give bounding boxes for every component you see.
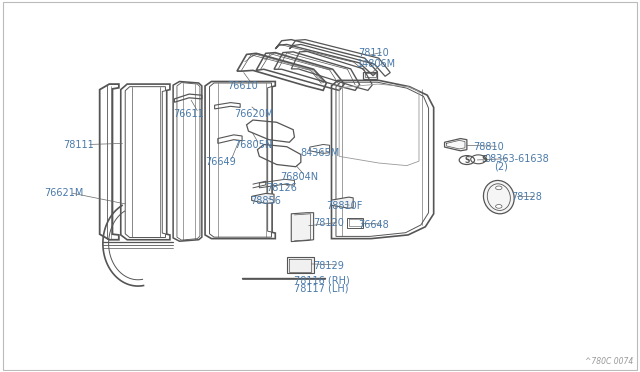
Ellipse shape (483, 180, 514, 214)
Text: 76611: 76611 (173, 109, 204, 119)
Text: 78110: 78110 (358, 48, 389, 58)
Circle shape (460, 155, 474, 164)
Polygon shape (445, 138, 467, 151)
Text: 76621M: 76621M (44, 188, 83, 198)
Text: 78111: 78111 (63, 140, 94, 150)
Polygon shape (287, 257, 314, 273)
Text: 78116 (RH): 78116 (RH) (294, 276, 350, 285)
Text: 76648: 76648 (358, 220, 389, 230)
Text: 78856: 78856 (250, 196, 280, 206)
Text: 76805N: 76805N (234, 140, 272, 150)
Polygon shape (332, 197, 353, 208)
Circle shape (495, 186, 502, 190)
Text: S: S (482, 155, 488, 164)
Text: 08363-61638: 08363-61638 (484, 154, 549, 164)
Circle shape (495, 205, 502, 208)
Text: 76649: 76649 (205, 157, 236, 167)
Text: 84365M: 84365M (301, 148, 340, 158)
Text: 76610: 76610 (227, 81, 258, 91)
Text: 78117 (LH): 78117 (LH) (294, 284, 349, 294)
Text: 76804N: 76804N (280, 172, 318, 182)
Text: 76620M: 76620M (234, 109, 273, 119)
Text: 78129: 78129 (314, 261, 344, 271)
Text: 78128: 78128 (511, 192, 543, 202)
Text: 78810F: 78810F (326, 201, 363, 211)
Text: S: S (464, 155, 470, 164)
Text: 14806M: 14806M (357, 59, 396, 69)
Text: (2): (2) (494, 162, 508, 172)
Polygon shape (291, 213, 314, 241)
Text: ^780C 0074: ^780C 0074 (585, 357, 633, 366)
Text: 78810: 78810 (473, 142, 504, 152)
Text: 78120: 78120 (314, 218, 344, 228)
Text: 78126: 78126 (266, 183, 296, 193)
Polygon shape (252, 193, 274, 203)
